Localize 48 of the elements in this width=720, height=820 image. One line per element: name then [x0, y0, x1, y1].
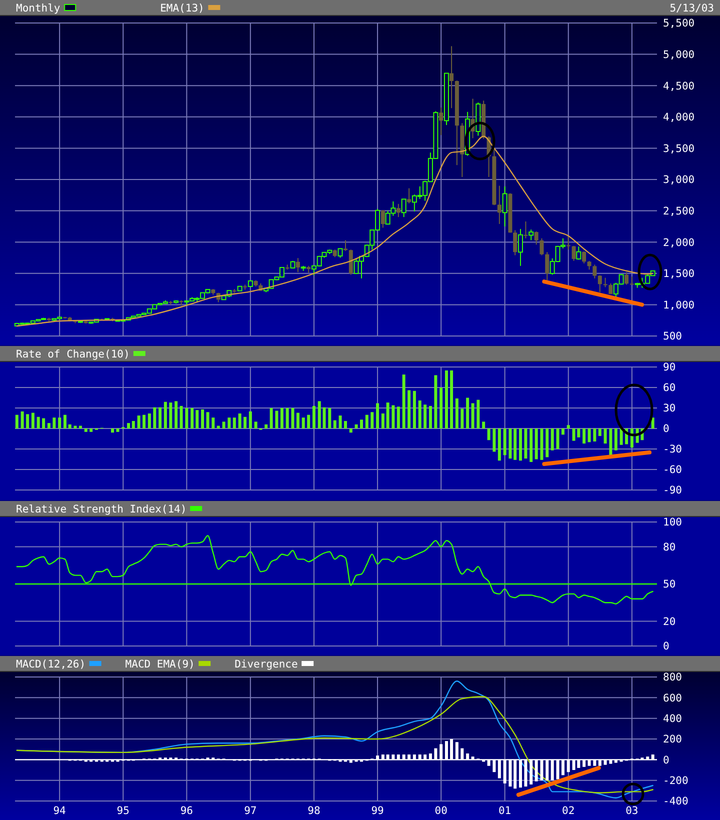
y-tick-label: 0	[663, 640, 670, 653]
legend-label: MACD EMA(9)	[125, 658, 195, 670]
y-tick-label: 0	[663, 423, 670, 436]
x-tick-label: 99	[371, 805, 384, 817]
x-tick-label: 03	[626, 805, 638, 817]
x-tick-label: 01	[498, 805, 512, 817]
x-tick-label: 95	[116, 805, 130, 817]
y-tick-label: -400	[663, 796, 688, 808]
legend-label: EMA(13)	[160, 2, 204, 14]
y-tick-label: 5,500	[663, 18, 695, 30]
y-tick-label: 2,000	[663, 236, 695, 249]
y-tick-label: 20	[663, 616, 676, 628]
legend-label: Divergence	[234, 658, 298, 670]
x-tick-label: 00	[434, 805, 448, 817]
y-tick-label: 5,000	[663, 48, 695, 61]
y-tick-label: 200	[663, 734, 682, 746]
y-tick-label: 2,500	[663, 205, 695, 218]
y-tick-label: -90	[663, 484, 682, 497]
y-tick-label: 4,000	[663, 112, 695, 124]
legend-label: MACD(12,26)	[16, 658, 86, 670]
y-tick-label: 600	[663, 692, 682, 704]
y-tick-label: -200	[663, 775, 688, 788]
y-tick-label: 3,000	[663, 174, 695, 186]
y-tick-label: 90	[663, 362, 676, 374]
x-tick-label: 94	[53, 805, 66, 817]
y-tick-label: -30	[663, 444, 682, 456]
y-tick-label: 1,500	[663, 268, 695, 280]
legend-label: Rate of Change(10)	[16, 348, 130, 360]
y-tick-label: 60	[663, 382, 676, 394]
y-tick-label: 30	[663, 402, 676, 415]
legend-label: Relative Strength Index(14)	[16, 504, 187, 516]
y-tick-label: 3,500	[663, 142, 695, 155]
y-tick-label: 4,500	[663, 80, 695, 92]
y-tick-label: 400	[663, 713, 682, 726]
legend-label: Monthly	[16, 2, 60, 14]
x-tick-label: 98	[308, 805, 320, 817]
y-tick-label: -60	[663, 464, 682, 476]
y-tick-label: 100	[663, 516, 682, 529]
y-tick-label: 800	[663, 672, 682, 684]
y-tick-label: 0	[663, 754, 670, 766]
text: 5/13/03	[670, 2, 714, 14]
x-tick-label: 97	[244, 805, 257, 817]
y-tick-label: 1,000	[663, 299, 695, 312]
y-tick-label: 500	[663, 330, 682, 343]
y-tick-label: 80	[663, 541, 676, 554]
x-tick-label: 02	[562, 805, 575, 817]
x-tick-label: 96	[180, 805, 194, 817]
y-tick-label: 50	[663, 578, 676, 591]
